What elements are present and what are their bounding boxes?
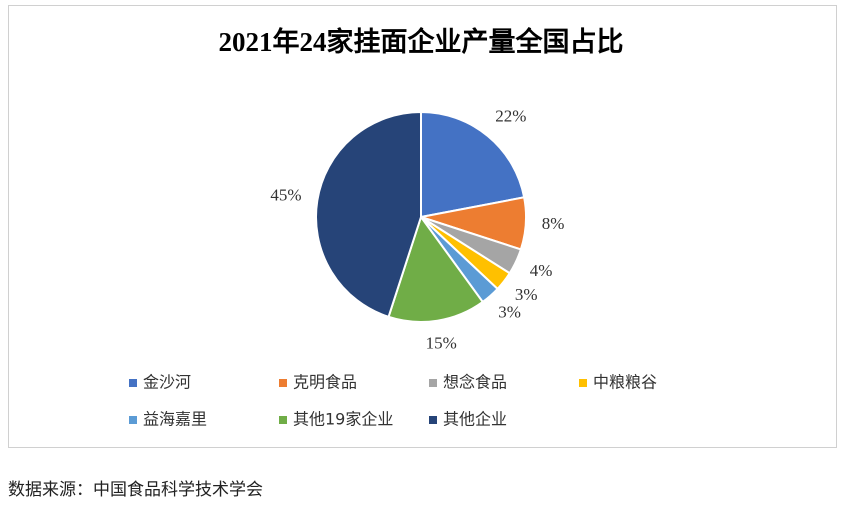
data-label: 8% — [542, 214, 565, 233]
legend-swatch — [129, 416, 137, 424]
data-label: 22% — [495, 107, 526, 126]
pie-slice — [315, 110, 422, 319]
data-label: 3% — [498, 303, 521, 322]
legend-label: 金沙河 — [143, 373, 191, 392]
legend-label: 其他19家企业 — [293, 410, 393, 429]
legend-swatch — [279, 379, 287, 387]
pie-slice — [387, 214, 485, 323]
pie-slice — [420, 110, 526, 219]
legend-label: 克明食品 — [293, 373, 357, 392]
data-label: 3% — [515, 285, 538, 304]
source-note: 数据来源：中国食品科学技术学会 — [8, 480, 263, 500]
data-label: 4% — [530, 261, 553, 280]
legend-swatch — [129, 379, 137, 387]
data-label: 15% — [426, 333, 457, 352]
legend-label: 中粮粮谷 — [593, 373, 657, 392]
chart-title: 2021年24家挂面企业产量全国占比 — [219, 26, 624, 57]
legend-swatch — [429, 379, 437, 387]
legend-swatch — [279, 416, 287, 424]
legend-label: 想念食品 — [443, 373, 507, 392]
legend-label: 益海嘉里 — [143, 410, 207, 429]
data-label: 45% — [270, 186, 301, 205]
legend-label: 其他企业 — [443, 410, 507, 429]
legend-swatch — [579, 379, 587, 387]
legend-swatch — [429, 416, 437, 424]
